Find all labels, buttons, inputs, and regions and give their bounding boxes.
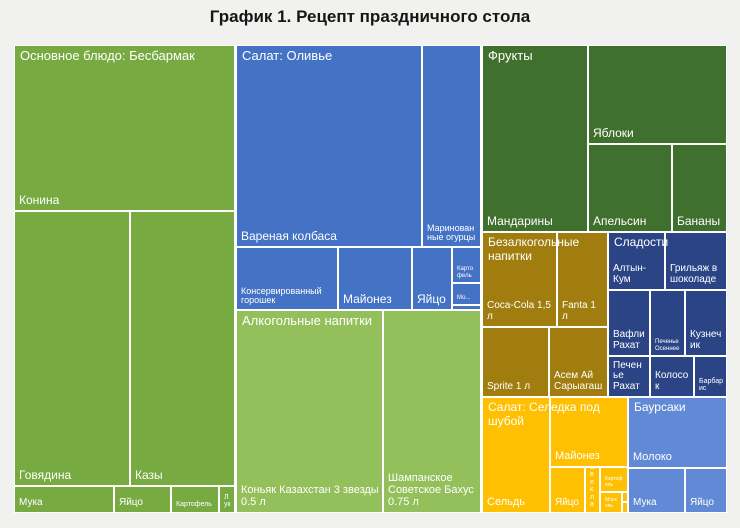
treemap-cell: Майонез	[338, 247, 412, 310]
cell-label: Колосок	[655, 370, 689, 393]
treemap-cell: Колосок	[650, 356, 694, 397]
cell-label: Coca-Cola 1,5 л	[487, 300, 551, 323]
chart-title: График 1. Рецепт праздничного стола	[209, 7, 531, 26]
treemap-cell: Картофель	[171, 486, 219, 513]
cell-label: Печенье Осеннее	[655, 339, 680, 352]
cell-label: Картофель	[457, 266, 474, 279]
treemap-cell: Апельсин	[588, 144, 672, 232]
treemap-cell: Говядина	[14, 211, 130, 486]
cell-label: Кузнечик	[690, 329, 722, 352]
treemap-chart: Конина Говядина Казы Мука Яйцо Картофель Лук Ос…	[14, 45, 727, 513]
treemap-cell: Coca-Cola 1,5 л	[482, 232, 557, 327]
cell-label: Яйцо	[555, 497, 579, 509]
treemap-cell: Мандарины	[482, 45, 588, 232]
cell-label: Молоко	[633, 451, 672, 464]
cell-label: Шампанское Советское Бахус 0.75 л	[388, 472, 474, 509]
cell-label: Алтын-Кум	[613, 263, 647, 286]
cell-label: Свекла	[590, 467, 596, 509]
treemap-cell: Свекла	[585, 467, 600, 513]
cell-label: Fanta 1 л	[562, 300, 596, 323]
cell-label: Морковь	[605, 497, 617, 509]
treemap-cell: Яблоки	[588, 45, 727, 144]
cell-label: Майонез	[343, 292, 392, 307]
cell-label: Майонез	[555, 450, 600, 463]
treemap-cell: Грильяж в шоколаде	[665, 232, 727, 290]
cell-label: Казы	[135, 468, 163, 483]
cell-label: Яйцо	[417, 292, 446, 307]
treemap-cell: Кузнечик	[685, 290, 727, 356]
treemap-cell: Асем Ай Сарыагаш	[549, 327, 608, 397]
cell-label: Коньяк Казахстан 3 звезды 0.5 л	[241, 484, 379, 509]
cell-label: Мука	[633, 497, 657, 509]
cell-label: Вареная колбаса	[241, 229, 337, 244]
treemap-cell: Sprite 1 л	[482, 327, 549, 397]
treemap-cell: Мо...	[452, 283, 481, 305]
treemap-cell: Молоко	[628, 397, 727, 468]
treemap-cell: Морковь	[600, 492, 622, 513]
treemap-cell: Fanta 1 л	[557, 232, 608, 327]
treemap-cell: Картофель	[600, 467, 628, 492]
treemap-cell: Маринованные огурцы	[422, 45, 481, 247]
treemap-cell	[452, 305, 481, 310]
treemap-cell: Вафли Рахат	[608, 290, 650, 356]
cell-label: Картофель	[605, 476, 623, 488]
treemap-cell: Печенье Рахат	[608, 356, 650, 397]
cell-label: Лук	[224, 493, 231, 509]
cell-label: Конина	[19, 193, 60, 208]
cell-label: Барбарис	[699, 377, 724, 393]
treemap-cell: Печенье Осеннее	[650, 290, 685, 356]
treemap-cell: Консервированный горошек	[236, 247, 338, 310]
treemap-cell: Картофель	[452, 247, 481, 283]
cell-label: Мандарины	[487, 214, 553, 229]
treemap-cell: Казы	[130, 211, 235, 486]
cell-label: Апельсин	[593, 214, 647, 229]
treemap-cell: Яйцо	[412, 247, 452, 310]
cell-label: Картофель	[176, 501, 212, 509]
treemap-cell: Сельдь	[482, 397, 550, 513]
cell-label: Sprite 1 л	[487, 381, 531, 393]
treemap-cell: Бананы	[672, 144, 727, 232]
cell-label: Мука	[19, 497, 43, 509]
cell-label: Яйцо	[690, 497, 714, 509]
treemap-cell: Барбарис	[694, 356, 727, 397]
cell-label: Вафли Рахат	[613, 329, 645, 352]
treemap-cell: Вареная колбаса	[236, 45, 422, 247]
treemap-cell: Мука	[14, 486, 114, 513]
treemap-cell: Яйцо	[550, 467, 585, 513]
cell-label: Бананы	[677, 214, 721, 229]
treemap-cell: Лук	[219, 486, 235, 513]
treemap-cell: Яйцо	[685, 468, 727, 513]
treemap-cell	[622, 492, 628, 502]
cell-label: Яблоки	[593, 126, 634, 141]
cell-label: Сельдь	[487, 496, 525, 509]
cell-label: Яйцо	[119, 497, 143, 509]
treemap-cell: Алтын-Кум	[608, 232, 665, 290]
cell-label: Маринованные огурцы	[427, 222, 476, 243]
cell-label: Асем Ай Сарыагаш	[554, 370, 603, 393]
treemap-cell: Яйцо	[114, 486, 171, 513]
treemap-cell: Конина	[14, 45, 235, 211]
treemap-cell: Коньяк Казахстан 3 звезды 0.5 л	[236, 310, 383, 513]
treemap-cell	[622, 502, 628, 513]
cell-label: Печенье Рахат	[613, 359, 642, 393]
cell-label: Говядина	[19, 468, 72, 483]
treemap-cell: Майонез	[550, 397, 628, 467]
cell-label: Грильяж в шоколаде	[670, 263, 718, 286]
treemap-cell: Мука	[628, 468, 685, 513]
cell-label: Мо...	[457, 294, 471, 301]
treemap-cell: Шампанское Советское Бахус 0.75 л	[383, 310, 481, 513]
cell-label: Консервированный горошек	[241, 285, 322, 306]
